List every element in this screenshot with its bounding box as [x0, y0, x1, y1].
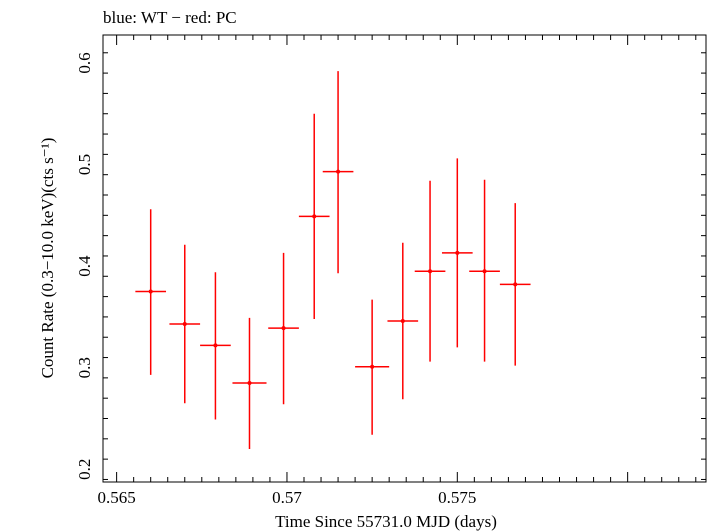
data-point	[322, 71, 354, 274]
data-marker	[370, 364, 375, 369]
data-marker	[513, 282, 518, 287]
data-point	[414, 180, 446, 362]
x-tick-label: 0.565	[98, 488, 136, 507]
data-marker	[428, 269, 433, 274]
plot-frame	[102, 34, 707, 483]
data-point	[135, 209, 167, 375]
data-marker	[281, 326, 286, 331]
data-point	[232, 317, 267, 449]
x-axis-label: Time Since 55731.0 MJD (days)	[275, 512, 497, 531]
y-tick-label: 0.4	[75, 255, 94, 277]
data-marker	[213, 343, 218, 348]
y-tick-label: 0.5	[75, 154, 94, 175]
y-tick-label: 0.2	[75, 459, 94, 480]
data-point	[441, 158, 473, 348]
data-point	[499, 203, 531, 366]
data-marker	[336, 169, 341, 174]
data-marker	[455, 250, 460, 255]
data-point	[355, 299, 390, 435]
y-axis-ticks: 0.2 0.3 0.4 0.5 0.6	[75, 52, 706, 480]
y-tick-label: 0.3	[75, 357, 94, 378]
data-marker	[400, 318, 405, 323]
y-tick-label: 0.6	[75, 52, 94, 73]
x-tick-label: 0.575	[438, 488, 476, 507]
data-marker	[482, 269, 487, 274]
data-point	[469, 179, 500, 362]
data-point	[268, 252, 299, 405]
data-points	[135, 71, 531, 449]
data-marker	[182, 322, 187, 327]
data-point	[200, 272, 231, 420]
data-marker	[312, 214, 317, 219]
data-point	[169, 244, 201, 404]
data-point	[298, 113, 330, 319]
data-marker	[148, 289, 153, 294]
x-axis-ticks: 0.565 0.57 0.575	[98, 35, 697, 507]
x-tick-label: 0.57	[272, 488, 302, 507]
data-point	[387, 242, 419, 400]
data-marker	[247, 380, 252, 385]
y-axis-label: Count Rate (0.3−10.0 keV)(cts s⁻¹)	[38, 138, 57, 379]
chart-title: blue: WT − red: PC	[103, 8, 237, 27]
